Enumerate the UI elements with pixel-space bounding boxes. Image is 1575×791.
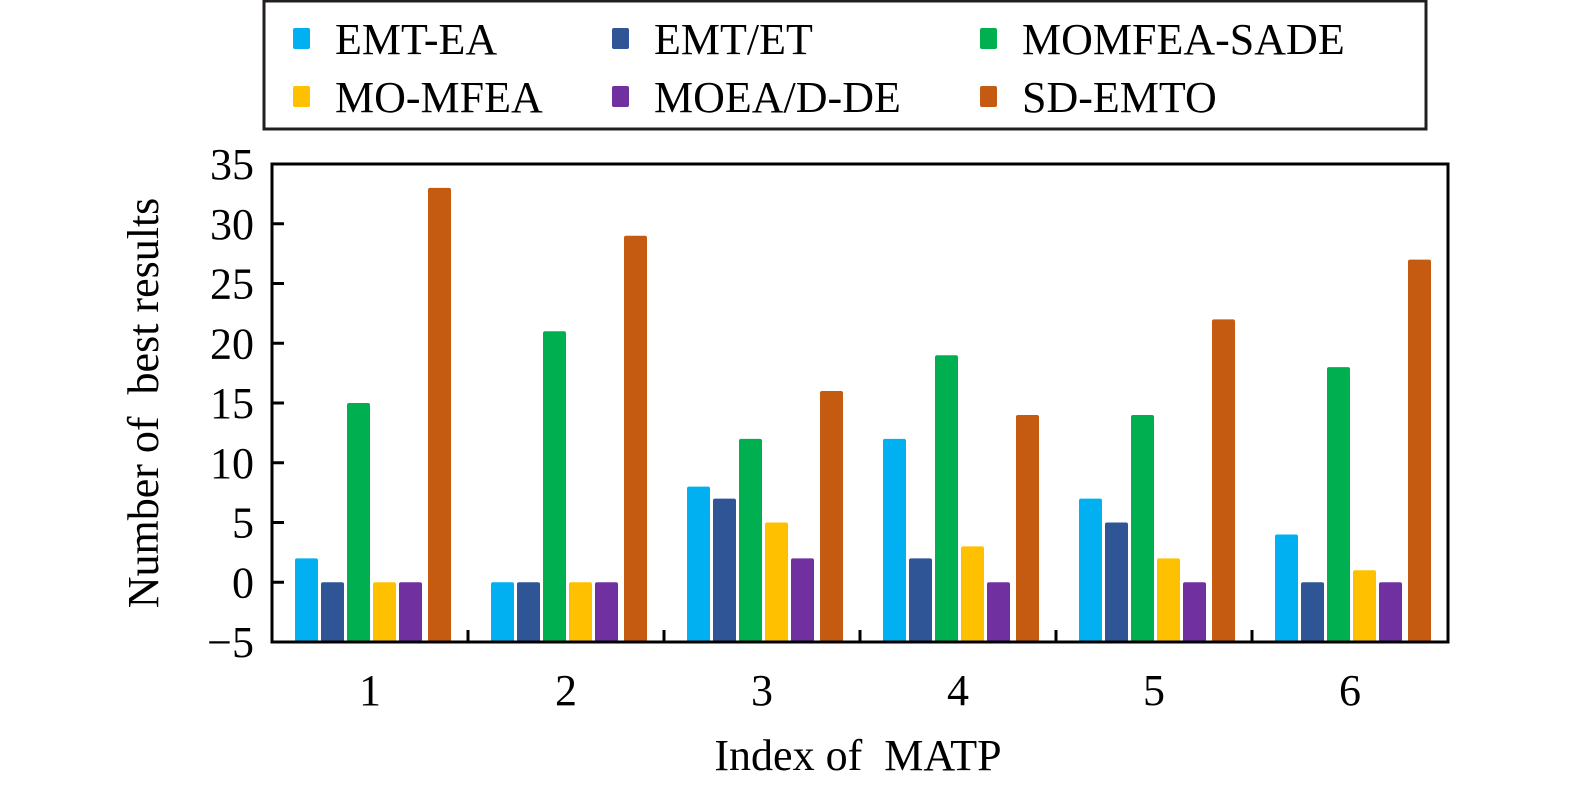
bar-moea-d-de-5: [1183, 582, 1206, 642]
bar-emt-ea-2: [491, 582, 514, 642]
bar-emt-ea-5: [1079, 498, 1102, 642]
y-tick-label: 10: [210, 439, 254, 488]
x-axis-title: Index of MATP: [714, 731, 1001, 780]
bar-sd-emto-6: [1408, 259, 1431, 642]
bar-moea-d-de-1: [399, 582, 422, 642]
y-tick-label: 25: [210, 260, 254, 309]
bar-emt-et-4: [909, 558, 932, 642]
legend-swatch: [293, 86, 310, 107]
legend-item: MOMFEA-SADE: [980, 15, 1345, 64]
y-tick-label: 0: [232, 558, 254, 607]
bar-emt-ea-6: [1275, 534, 1298, 642]
bar-moea-d-de-6: [1379, 582, 1402, 642]
bar-mo-mfea-6: [1353, 570, 1376, 642]
bar-sd-emto-3: [820, 391, 843, 642]
bar-emt-ea-3: [687, 486, 710, 642]
bar-momfea-sade-6: [1327, 367, 1350, 642]
bar-momfea-sade-4: [935, 355, 958, 642]
bar-emt-et-3: [713, 498, 736, 642]
y-axis-title: Number of best results: [119, 198, 168, 609]
bar-emt-ea-4: [883, 438, 906, 642]
legend-swatch: [980, 28, 997, 49]
legend: EMT-EA EMT/ET MOMFEA-SADE MO-MFEA MOEA/D-DE S…: [262, 0, 1428, 131]
y-axis: −5 0 5 10 15 20 25 30 35: [207, 140, 284, 667]
legend-label: MOEA/D-DE: [654, 73, 901, 122]
bar-momfea-sade-5: [1131, 414, 1154, 642]
y-tick-label: 20: [210, 319, 254, 368]
bar-sd-emto-2: [624, 235, 647, 642]
legend-frame: [262, 0, 1428, 131]
y-tick-label: 5: [232, 499, 254, 548]
bar-emt-et-2: [517, 582, 540, 642]
legend-label: MO-MFEA: [335, 73, 543, 122]
y-tick-label: 15: [210, 379, 254, 428]
bar-mo-mfea-5: [1157, 558, 1180, 642]
y-tick-label: 35: [210, 140, 254, 189]
bar-moea-d-de-4: [987, 582, 1010, 642]
x-tick-label: 4: [947, 666, 969, 715]
legend-swatch: [293, 28, 310, 49]
bar-mo-mfea-2: [569, 582, 592, 642]
bar-emt-et-6: [1301, 582, 1324, 642]
legend-swatch: [612, 28, 629, 49]
bar-sd-emto-1: [428, 187, 451, 642]
bar-sd-emto-5: [1212, 319, 1235, 642]
x-tick-label: 5: [1143, 666, 1165, 715]
x-axis: 1 2 3 4 5 6: [359, 630, 1361, 715]
legend-swatch: [980, 86, 997, 107]
bar-moea-d-de-3: [791, 558, 814, 642]
legend-swatch: [612, 86, 629, 107]
bar-mo-mfea-1: [373, 582, 396, 642]
y-tick-label: 30: [210, 200, 254, 249]
bars: [295, 187, 1431, 642]
legend-label: MOMFEA-SADE: [1022, 15, 1345, 64]
bar-mo-mfea-4: [961, 546, 984, 642]
legend-item: MOEA/D-DE: [612, 73, 901, 122]
x-tick-label: 3: [751, 666, 773, 715]
x-tick-label: 6: [1339, 666, 1361, 715]
bar-emt-et-5: [1105, 522, 1128, 642]
y-tick-label: −5: [207, 618, 254, 667]
legend-item: MO-MFEA: [293, 73, 543, 122]
bar-emt-et-1: [321, 582, 344, 642]
legend-label: EMT/ET: [654, 15, 813, 64]
bar-mo-mfea-3: [765, 522, 788, 642]
bar-momfea-sade-3: [739, 438, 762, 642]
legend-item: EMT-EA: [293, 15, 497, 64]
bar-moea-d-de-2: [595, 582, 618, 642]
bar-sd-emto-4: [1016, 414, 1039, 642]
x-tick-label: 1: [359, 666, 381, 715]
legend-label: EMT-EA: [335, 15, 497, 64]
bar-momfea-sade-1: [347, 403, 370, 642]
bar-emt-ea-1: [295, 558, 318, 642]
legend-item: EMT/ET: [612, 15, 813, 64]
legend-item: SD-EMTO: [980, 73, 1217, 122]
bar-momfea-sade-2: [543, 331, 566, 642]
legend-label: SD-EMTO: [1022, 73, 1217, 122]
x-tick-label: 2: [555, 666, 577, 715]
